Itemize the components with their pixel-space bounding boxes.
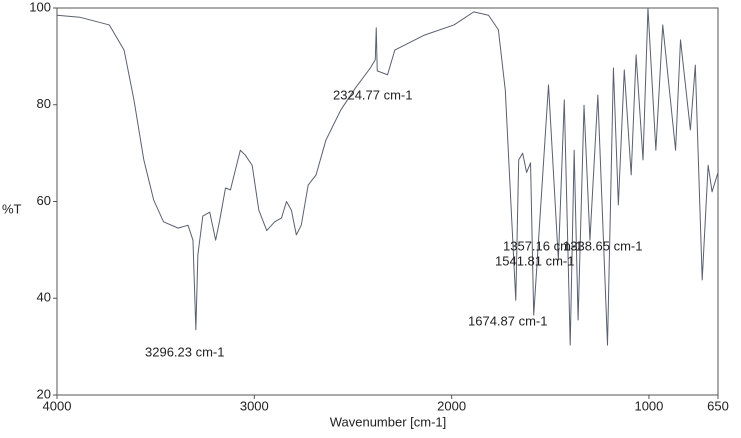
x-tick-label: 650 bbox=[707, 398, 729, 413]
x-tick-label: 3000 bbox=[240, 398, 269, 413]
x-tick-label: 4000 bbox=[43, 398, 72, 413]
peak-annotation: 1674.87 cm-1 bbox=[468, 313, 548, 328]
y-tick-label: 40 bbox=[37, 290, 51, 305]
y-tick-label: 100 bbox=[29, 0, 51, 14]
spectrum-line bbox=[56, 7, 719, 346]
x-tick-label: 1000 bbox=[634, 398, 663, 413]
peak-annotation: 3296.23 cm-1 bbox=[145, 344, 225, 359]
y-tick-label: 60 bbox=[37, 193, 51, 208]
peak-annotation: 1357.16 cm-1 bbox=[503, 238, 583, 253]
x-axis-label: Wavenumber [cm-1] bbox=[330, 414, 447, 429]
peak-annotation: 2324.77 cm-1 bbox=[333, 87, 413, 102]
y-axis-label: %T bbox=[2, 201, 22, 216]
peak-annotation: 1541.81 cm-1 bbox=[495, 253, 575, 268]
x-tick-label: 2000 bbox=[437, 398, 466, 413]
y-tick-label: 80 bbox=[37, 96, 51, 111]
peak-annotation: 1338.65 cm-1 bbox=[563, 238, 643, 253]
y-tick-label: 20 bbox=[37, 386, 51, 401]
